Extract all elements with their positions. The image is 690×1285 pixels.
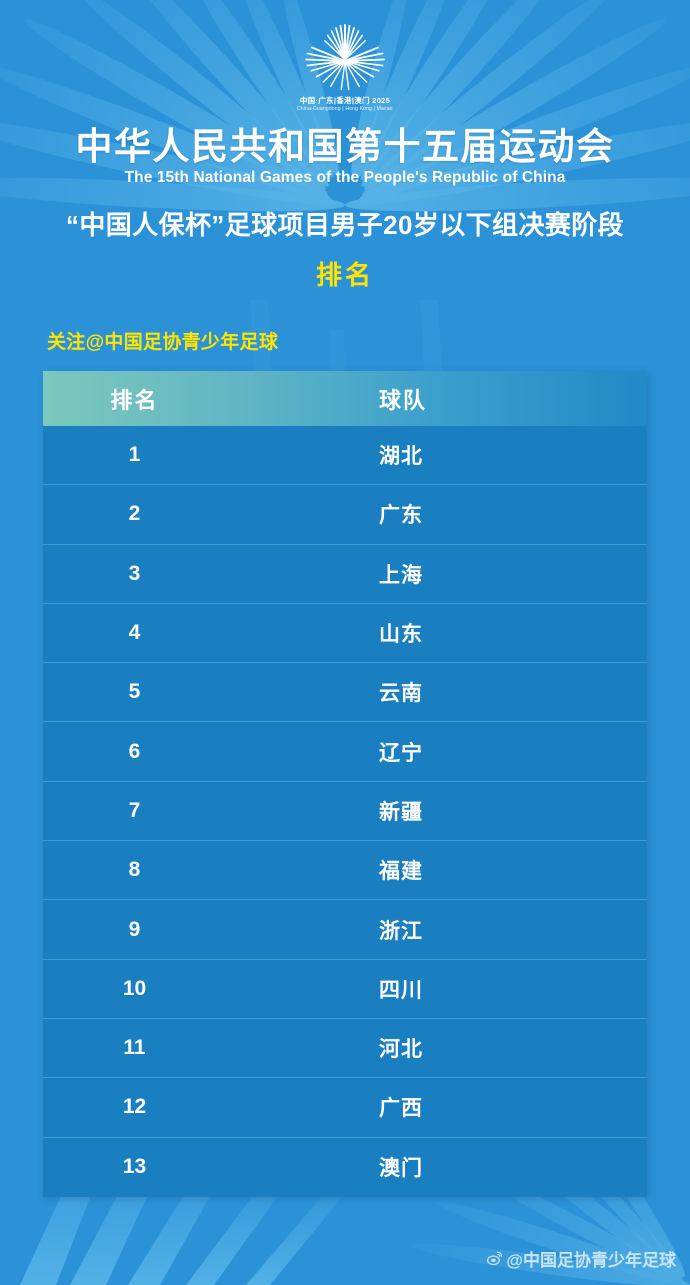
- column-header-rank: 排名: [110, 387, 159, 413]
- cell-rank: 13: [122, 1155, 147, 1179]
- cell-team: 广西: [379, 1097, 423, 1121]
- cell-team: 澳门: [379, 1157, 423, 1181]
- table-body: 1 湖北 2 广东 3 上海 4 山东 5 云南 6 辽宁 7 新疆 8 福建 9 浙江 10 四川 11 河北 12 广西 1…: [43, 426, 647, 1197]
- cell-team: 河北: [379, 1038, 423, 1062]
- cell-team: 辽宁: [379, 741, 423, 765]
- table-row: 4 山东: [43, 603, 647, 664]
- cell-rank: 3: [128, 561, 141, 585]
- table-row: 11 河北: [43, 1018, 647, 1079]
- table-row: 7 新疆: [43, 781, 647, 842]
- page-title-cn: 中华人民共和国第十五届运动会: [75, 126, 615, 167]
- follow-account-label: 关注@中国足协青少年足球: [47, 332, 279, 353]
- cell-rank: 4: [128, 621, 141, 645]
- table-row: 12 广西: [43, 1078, 647, 1138]
- table-row: 8 福建: [43, 841, 647, 901]
- title-block: 中华人民共和国第十五届运动会 The 15th National Games o…: [0, 126, 690, 188]
- cell-rank: 5: [128, 680, 141, 704]
- cell-rank: 8: [128, 858, 141, 882]
- cell-rank: 11: [123, 1036, 146, 1060]
- table-row: 10 四川: [43, 959, 647, 1019]
- cell-team: 湖北: [379, 445, 423, 469]
- cell-rank: 7: [128, 798, 141, 822]
- weibo-watermark-text: @中国足协青少年足球: [506, 1251, 676, 1270]
- table-row: 9 浙江: [43, 900, 647, 960]
- table-row: 3 上海: [43, 544, 647, 604]
- table-header-row: 排名 球队: [43, 371, 647, 426]
- emblem-host-cn: 中国·广东|香港|澳门 2025: [299, 96, 391, 105]
- cell-team: 上海: [379, 563, 423, 587]
- cell-rank: 6: [128, 739, 141, 763]
- emblem-host-en: China-Guangdong | Hong Kong | Macao: [297, 105, 393, 112]
- cell-team: 山东: [379, 623, 423, 647]
- event-subtitle: “中国人保杯”足球项目男子20岁以下组决赛阶段: [65, 210, 625, 240]
- column-header-team: 球队: [379, 387, 428, 413]
- national-games-emblem-icon: [305, 24, 385, 91]
- cell-rank: 9: [128, 917, 141, 941]
- cell-rank: 2: [128, 502, 141, 526]
- cell-team: 浙江: [379, 919, 423, 943]
- cell-team: 新疆: [379, 800, 423, 824]
- table-row: 1 湖北: [43, 426, 647, 486]
- weibo-icon: [487, 1251, 503, 1266]
- cell-team: 云南: [379, 682, 423, 706]
- cell-rank: 12: [122, 1095, 147, 1119]
- cell-rank: 10: [122, 976, 147, 1000]
- page-title-en: The 15th National Games of the People's …: [124, 169, 566, 187]
- table-row: 2 广东: [43, 485, 647, 545]
- weibo-watermark: @中国足协青少年足球: [486, 1246, 676, 1271]
- emblem-block: 中国·广东|香港|澳门 2025 China-Guangdong | Hong …: [0, 22, 690, 112]
- table-row: 13 澳门: [43, 1137, 647, 1197]
- table-row: 6 辽宁: [43, 722, 647, 782]
- cell-team: 福建: [379, 860, 423, 884]
- cell-team: 广东: [379, 504, 423, 528]
- cell-team: 四川: [379, 978, 423, 1002]
- ranking-table: 排名 球队 1 湖北 2 广东 3 上海 4 山东 5 云南 6 辽宁 7 新疆 8 福建 9 浙江 10 四川 11 河…: [43, 371, 647, 1197]
- table-row: 5 云南: [43, 663, 647, 723]
- cell-rank: 1: [128, 443, 141, 467]
- section-heading: 排名: [315, 260, 374, 290]
